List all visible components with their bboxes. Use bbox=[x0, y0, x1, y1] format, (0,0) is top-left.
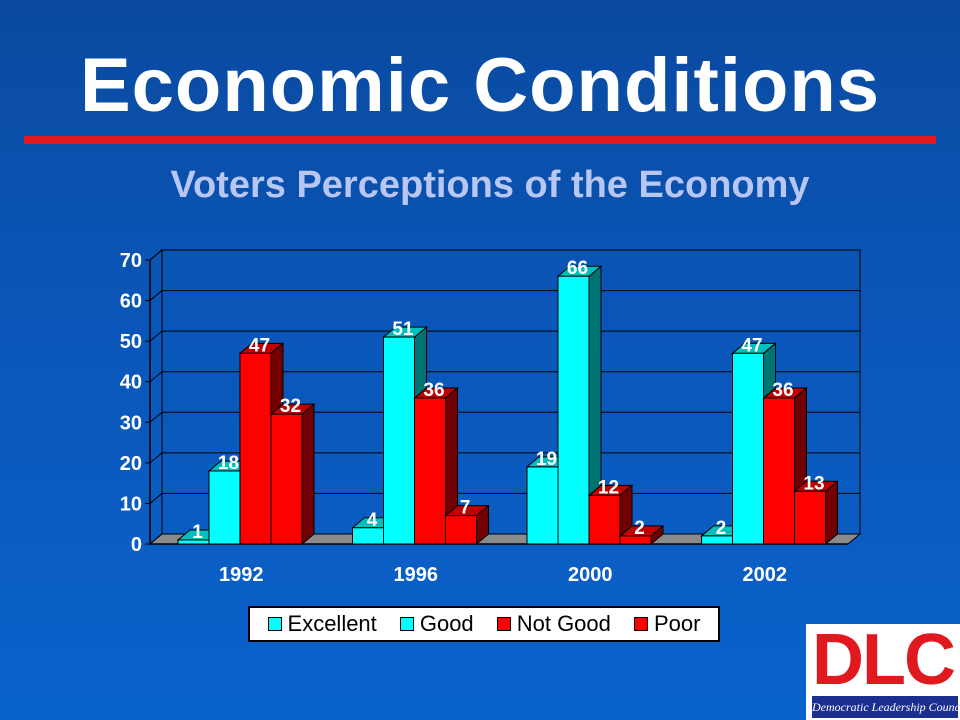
bar-3-1 bbox=[732, 352, 764, 545]
data-label-0-1: 18 bbox=[218, 453, 239, 474]
data-label-1-0: 4 bbox=[367, 510, 378, 531]
data-label-2-1: 66 bbox=[567, 258, 588, 279]
gridline-depth-10 bbox=[149, 493, 163, 504]
legend-swatch-not-good bbox=[496, 617, 511, 631]
bar-2-0 bbox=[526, 466, 559, 545]
gridline-depth-50 bbox=[149, 330, 163, 342]
bar-chart: 0 10 20 30 40 50 60 70 1 18 47 32 1992 4 51 36 7 1996 19 66… bbox=[120, 248, 862, 586]
data-label-3-2: 36 bbox=[772, 380, 793, 401]
bar-3-2 bbox=[763, 397, 795, 545]
slide-subtitle: Voters Perceptions of the Economy bbox=[170, 164, 810, 206]
y-tick-label-7: 70 bbox=[120, 250, 142, 272]
bar-side-0-3 bbox=[301, 403, 315, 546]
bar-0-1 bbox=[208, 470, 241, 545]
bar-2-3 bbox=[619, 535, 652, 545]
data-label-3-1: 47 bbox=[741, 335, 762, 356]
legend-swatch-poor bbox=[633, 617, 648, 631]
bar-side-3-3 bbox=[825, 480, 838, 546]
data-label-3-0: 2 bbox=[716, 518, 727, 539]
legend-item-poor: Poor bbox=[633, 611, 701, 637]
logo-letters: DLC bbox=[812, 620, 956, 700]
chart-legend: Excellent Good Not Good Poor bbox=[248, 606, 720, 642]
gridline-depth-20 bbox=[149, 452, 163, 464]
x-tick-label-2: 2000 bbox=[568, 564, 613, 586]
data-label-2-3: 2 bbox=[634, 518, 645, 539]
gridline-depth-30 bbox=[149, 411, 163, 423]
bar-1-2 bbox=[414, 397, 446, 545]
gridline-depth-40 bbox=[149, 371, 163, 383]
data-label-0-3: 32 bbox=[280, 396, 301, 417]
plot-side-wall bbox=[149, 248, 163, 546]
legend-item-good: Good bbox=[399, 611, 474, 637]
legend-label-excellent: Excellent bbox=[287, 611, 377, 636]
title-divider bbox=[24, 136, 936, 144]
legend-swatch-good bbox=[399, 617, 414, 631]
dlc-logo: DLC Democratic Leadership Council bbox=[806, 624, 960, 720]
legend-swatch-excellent bbox=[267, 617, 282, 631]
y-tick-label-5: 50 bbox=[120, 331, 142, 353]
y-tick-label-0: 0 bbox=[131, 534, 142, 556]
bar-2-2 bbox=[588, 494, 621, 545]
slide-title: Economic Conditions bbox=[79, 43, 881, 128]
y-tick-label-6: 60 bbox=[120, 291, 142, 313]
bar-1-3 bbox=[445, 515, 477, 545]
y-tick-label-2: 20 bbox=[120, 453, 142, 475]
bar-1-1 bbox=[383, 336, 415, 545]
data-label-1-1: 51 bbox=[392, 319, 414, 340]
y-tick-label-3: 30 bbox=[120, 412, 142, 434]
legend-label-not-good: Not Good bbox=[516, 611, 611, 636]
legend-label-good: Good bbox=[419, 611, 474, 636]
data-label-1-2: 36 bbox=[423, 380, 444, 401]
x-tick-label-0: 1992 bbox=[219, 564, 264, 586]
data-label-0-2: 47 bbox=[249, 335, 270, 356]
x-tick-label-1: 1996 bbox=[394, 564, 439, 586]
data-label-3-3: 13 bbox=[803, 473, 824, 494]
legend-item-not-good: Not Good bbox=[496, 611, 611, 637]
logo-tagline: Democratic Leadership Council bbox=[812, 696, 958, 718]
data-label-2-2: 12 bbox=[598, 477, 619, 498]
data-label-1-3: 7 bbox=[460, 498, 471, 519]
legend-item-excellent: Excellent bbox=[267, 611, 377, 637]
bar-3-3 bbox=[794, 490, 826, 545]
y-tick-label-1: 10 bbox=[120, 493, 142, 515]
x-tick-label-3: 2002 bbox=[743, 564, 788, 586]
bar-2-1 bbox=[557, 275, 590, 545]
bar-0-3 bbox=[270, 413, 303, 545]
y-tick-label-4: 40 bbox=[120, 372, 142, 394]
bar-0-2 bbox=[239, 352, 272, 545]
gridline-depth-60 bbox=[149, 290, 163, 301]
data-label-2-0: 19 bbox=[536, 449, 557, 470]
legend-label-poor: Poor bbox=[653, 611, 701, 636]
data-label-0-0: 1 bbox=[192, 522, 203, 543]
